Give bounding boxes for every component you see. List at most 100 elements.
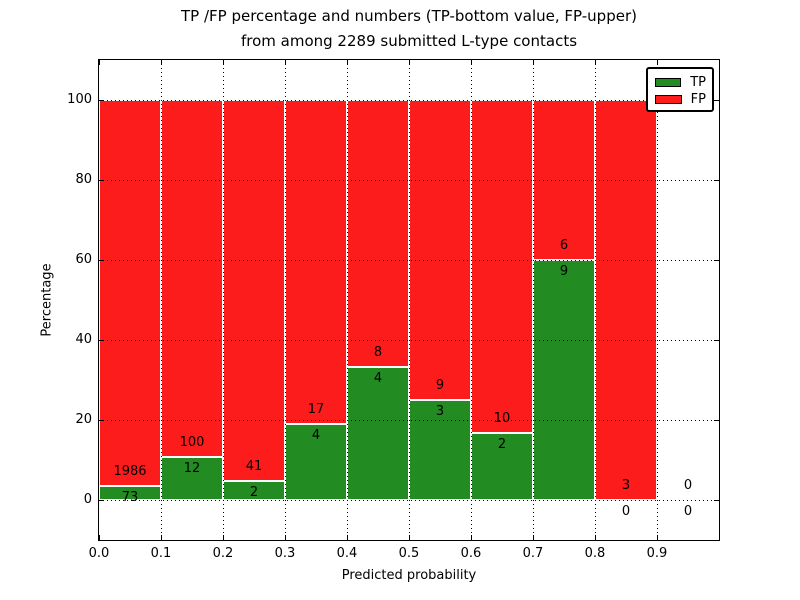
x-tick-label: 0.2 — [212, 546, 234, 561]
tp-count-label: 4 — [373, 370, 383, 386]
gridline-horizontal — [99, 340, 719, 341]
bar-segment-tp — [347, 366, 409, 500]
y-tick-mark — [714, 340, 719, 341]
legend-entry-fp: FP — [655, 91, 706, 108]
gridline-vertical — [161, 60, 162, 540]
gridline-horizontal — [99, 500, 719, 501]
fp-count-label: 6 — [559, 238, 569, 253]
x-tick-mark — [347, 535, 348, 540]
fp-count-label: 10 — [493, 411, 511, 427]
bar-segment-fp — [99, 100, 161, 486]
gridline-vertical — [285, 60, 286, 540]
fp-count-label: 17 — [307, 401, 325, 417]
y-tick-mark — [99, 260, 104, 261]
legend-label-fp: FP — [690, 91, 706, 107]
tp-count-label: 2 — [249, 485, 259, 501]
y-tick-mark — [99, 340, 104, 341]
legend-label-tp: TP — [690, 74, 706, 90]
x-tick-mark — [223, 60, 224, 65]
gridline-horizontal — [99, 180, 719, 181]
x-tick-mark — [471, 60, 472, 65]
x-tick-mark — [595, 60, 596, 65]
y-tick-mark — [99, 100, 104, 101]
y-tick-mark — [99, 420, 104, 421]
bar-segment-tp — [99, 485, 161, 500]
y-tick-label: 20 — [75, 412, 92, 427]
gridline-vertical — [471, 60, 472, 540]
y-tick-mark — [714, 100, 719, 101]
tp-count-label: 9 — [559, 264, 569, 279]
tp-count-label: 3 — [435, 404, 445, 419]
y-tick-label: 40 — [75, 332, 92, 347]
tp-count-label: 73 — [121, 489, 139, 505]
x-tick-mark — [657, 60, 658, 65]
y-tick-mark — [714, 260, 719, 261]
x-tick-mark — [471, 535, 472, 540]
bar-segment-tp — [285, 423, 347, 500]
bar-segment-tp — [533, 260, 595, 500]
y-tick-label: 60 — [75, 252, 92, 267]
gridline-horizontal — [99, 260, 719, 261]
bar-segment-fp — [223, 100, 285, 482]
gridline-vertical — [223, 60, 224, 540]
y-tick-mark — [714, 500, 719, 501]
x-tick-mark — [533, 60, 534, 65]
fp-count-label: 100 — [179, 435, 205, 451]
legend-entry-tp: TP — [655, 74, 706, 91]
fp-count-label: 9 — [435, 378, 445, 393]
y-tick-mark — [714, 180, 719, 181]
gridline-horizontal — [99, 100, 719, 101]
x-tick-mark — [533, 535, 534, 540]
x-tick-label: 0.3 — [274, 546, 296, 561]
gridline-vertical — [347, 60, 348, 540]
y-tick-label: 100 — [67, 92, 92, 107]
tp-count-label: 0 — [683, 504, 693, 519]
x-tick-label: 0.1 — [150, 546, 172, 561]
legend-swatch-tp-icon — [655, 78, 682, 87]
x-tick-mark — [595, 535, 596, 540]
tp-count-label: 2 — [497, 437, 507, 453]
x-tick-label: 0.0 — [88, 546, 110, 561]
bar-segment-fp — [471, 100, 533, 434]
fp-count-label: 1986 — [113, 463, 147, 479]
gridline-vertical — [533, 60, 534, 540]
x-tick-mark — [347, 60, 348, 65]
bar-segment-tp — [409, 400, 471, 500]
plot-area: 1986 73 100 12 41 2 17 4 8 4 9 3 10 2 6 9 3 0 0 0 — [98, 59, 720, 541]
chart-title-line-2: from among 2289 submitted L-type contact… — [240, 32, 578, 50]
bar-segment-fp — [285, 100, 347, 424]
x-tick-label: 0.5 — [398, 546, 420, 561]
fp-count-label: 41 — [245, 459, 263, 475]
bar-segment-fp — [161, 100, 223, 458]
gridline-horizontal — [99, 420, 719, 421]
y-tick-mark — [714, 420, 719, 421]
x-tick-label: 0.6 — [460, 546, 482, 561]
bar-segment-fp — [347, 100, 409, 367]
bar-segment-tp — [161, 457, 223, 500]
legend: TP FP — [646, 67, 714, 112]
legend-swatch-fp-icon — [655, 95, 682, 104]
x-tick-mark — [285, 60, 286, 65]
fp-count-label: 3 — [621, 478, 631, 493]
bar-segment-fp — [409, 100, 471, 400]
gridline-vertical — [595, 60, 596, 540]
x-tick-label: 0.8 — [584, 546, 606, 561]
chart-title-line-1: TP /FP percentage and numbers (TP-bottom… — [181, 7, 637, 25]
y-tick-label: 0 — [83, 492, 92, 507]
x-tick-mark — [161, 60, 162, 65]
y-axis-label: Percentage — [39, 263, 55, 337]
x-tick-label: 0.9 — [646, 546, 668, 561]
bar-segment-fp — [595, 100, 657, 500]
x-tick-mark — [223, 535, 224, 540]
x-axis-label: Predicted probability — [341, 568, 477, 583]
x-tick-mark — [657, 535, 658, 540]
x-tick-mark — [285, 535, 286, 540]
gridline-vertical — [657, 60, 658, 540]
x-tick-mark — [161, 535, 162, 540]
tp-count-label: 0 — [621, 504, 631, 519]
fp-count-label: 8 — [373, 344, 383, 360]
x-tick-label: 0.7 — [522, 546, 544, 561]
tp-count-label: 4 — [311, 427, 321, 443]
gridline-vertical — [409, 60, 410, 540]
